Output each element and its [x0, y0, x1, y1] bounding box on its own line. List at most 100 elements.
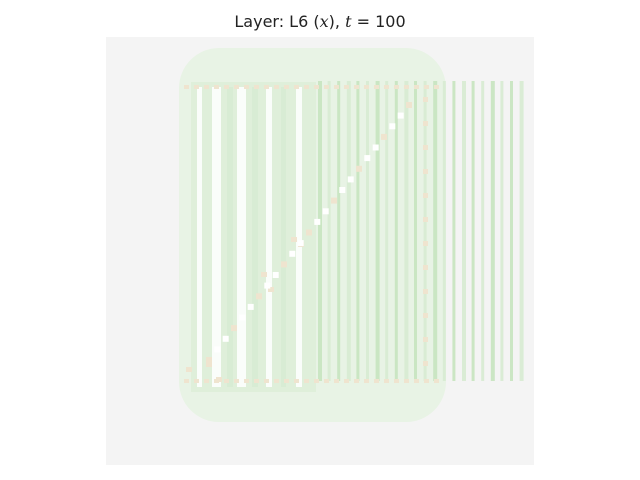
beige-mark — [324, 85, 329, 89]
beige-mark — [414, 379, 419, 383]
beige-mark — [434, 379, 439, 383]
heatmap-column — [197, 87, 202, 387]
title-eq: = 100 — [351, 12, 406, 31]
diagonal-cell — [264, 282, 271, 289]
beige-mark — [268, 287, 274, 292]
heatmap-column — [346, 81, 351, 381]
figure-title: Layer: L6 (x), t = 100 — [0, 12, 640, 31]
beige-mark — [423, 217, 428, 222]
beige-mark — [254, 85, 259, 89]
heatmap-column — [433, 81, 438, 381]
beige-mark — [423, 337, 428, 342]
beige-mark — [304, 85, 309, 89]
heatmap-column — [452, 81, 456, 381]
diagonal-cell — [314, 218, 321, 225]
heatmap-column — [490, 81, 495, 381]
heatmap-column — [227, 87, 233, 387]
beige-mark — [186, 367, 192, 372]
beige-mark — [194, 379, 199, 383]
diagonal-cell — [289, 250, 296, 257]
diagonal-cell — [364, 155, 371, 162]
beige-mark — [344, 379, 349, 383]
beige-mark — [324, 379, 329, 383]
beige-mark — [204, 379, 209, 383]
heatmap-column — [266, 87, 272, 387]
beige-mark — [384, 85, 389, 89]
diagonal-cell — [247, 303, 254, 310]
diagonal-cell — [281, 261, 287, 268]
heatmap-column — [318, 81, 322, 381]
title-t: t — [345, 12, 352, 31]
diagonal-cell — [339, 187, 346, 193]
diagonal-cell — [381, 133, 387, 140]
beige-mark — [224, 85, 229, 89]
beige-mark — [414, 85, 419, 89]
diagonal-cell — [239, 314, 246, 321]
diagonal-cell — [256, 293, 262, 300]
beige-mark — [261, 272, 267, 277]
beige-mark — [314, 85, 319, 89]
beige-mark — [264, 85, 269, 89]
beige-mark — [314, 379, 319, 383]
beige-mark — [334, 379, 339, 383]
beige-mark — [214, 85, 219, 89]
heatmap-beige-marks — [184, 85, 439, 383]
beige-mark — [384, 379, 389, 383]
beige-mark — [264, 379, 269, 383]
heatmap-column — [385, 81, 389, 381]
layer-heatmap — [106, 37, 534, 465]
beige-mark — [254, 379, 259, 383]
heatmap-column — [281, 87, 286, 387]
beige-mark — [423, 313, 428, 318]
diagonal-cell — [306, 229, 312, 236]
beige-mark — [423, 193, 428, 198]
diagonal-cell — [272, 272, 279, 278]
heatmap-column — [414, 81, 417, 381]
heatmap-column — [510, 81, 513, 381]
title-var: x — [319, 12, 329, 31]
heatmap-column — [327, 81, 331, 381]
beige-mark — [244, 379, 249, 383]
beige-mark — [284, 85, 289, 89]
beige-mark — [354, 379, 359, 383]
heatmap-column — [252, 87, 258, 387]
diagonal-cell — [206, 357, 212, 363]
heatmap-stripes — [197, 81, 524, 387]
beige-mark — [374, 85, 379, 89]
beige-mark — [423, 97, 428, 102]
beige-mark — [184, 379, 189, 383]
heatmap-column — [471, 81, 475, 381]
beige-mark — [274, 379, 279, 383]
beige-mark — [294, 379, 299, 383]
beige-mark — [423, 265, 428, 270]
beige-mark — [206, 362, 212, 367]
title-mid: ), — [328, 12, 346, 31]
beige-mark — [234, 85, 239, 89]
beige-mark — [224, 379, 229, 383]
beige-mark — [423, 241, 428, 246]
heatmap-column — [337, 81, 341, 381]
heatmap-column — [481, 81, 485, 381]
heatmap-column — [375, 81, 380, 381]
beige-mark — [354, 85, 359, 89]
heatmap-column — [462, 81, 466, 381]
heatmap-diagonal — [206, 102, 412, 363]
beige-mark — [304, 379, 309, 383]
beige-mark — [423, 169, 428, 174]
beige-mark — [284, 379, 289, 383]
heatmap-column — [404, 81, 409, 381]
heatmap-column — [237, 87, 246, 387]
beige-mark — [291, 237, 297, 242]
heatmap-column — [366, 81, 369, 381]
diagonal-cell — [406, 102, 412, 108]
heatmap-column — [442, 81, 446, 381]
beige-mark — [423, 361, 428, 366]
beige-mark — [364, 85, 369, 89]
beige-mark — [216, 377, 222, 382]
beige-mark — [423, 145, 428, 150]
diagonal-cell — [356, 165, 362, 172]
diagonal-cell — [331, 197, 337, 204]
beige-mark — [194, 85, 199, 89]
beige-mark — [424, 379, 429, 383]
heatmap-column — [212, 87, 221, 387]
